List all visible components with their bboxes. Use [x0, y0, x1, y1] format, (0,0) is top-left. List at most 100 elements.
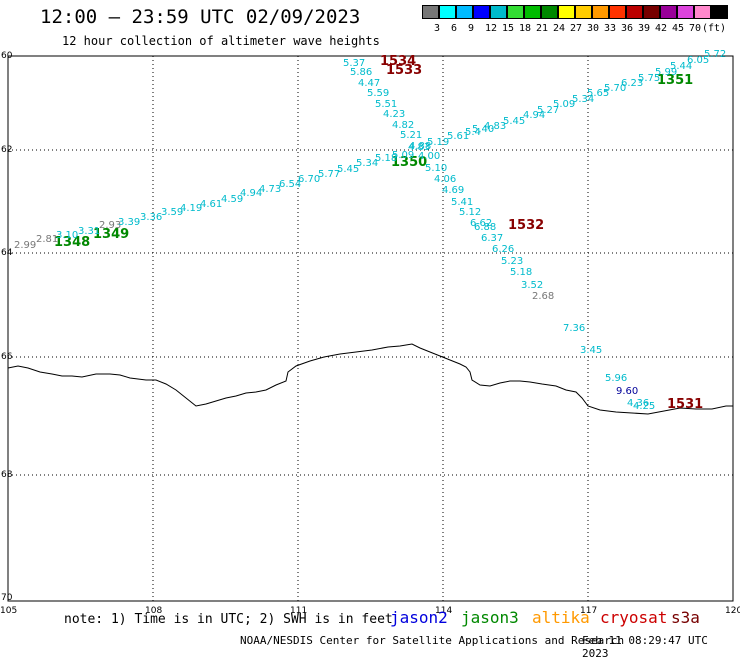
longitude-tick-label: 108	[145, 606, 163, 616]
swh-value: 3.45	[580, 345, 602, 356]
legend-swatch	[592, 5, 609, 19]
longitude-tick-label: 114	[435, 606, 453, 616]
swh-value: 4.19	[180, 203, 202, 214]
swh-value: 5.96	[605, 373, 627, 384]
swh-value: 4.06	[434, 174, 456, 185]
swh-value: 4.83	[484, 121, 506, 132]
longitude-tick-label: 105	[0, 606, 18, 616]
swh-value: 6.26	[492, 244, 514, 255]
swh-value: 5.77	[318, 169, 340, 180]
swh-value: 9.60	[616, 386, 638, 397]
legend-swatch	[609, 5, 626, 19]
track-id-label: 1350	[391, 155, 427, 170]
swh-value: 5.86	[350, 67, 372, 78]
swh-value: 5.21	[400, 130, 422, 141]
map-subtitle: 12 hour collection of altimeter wave hei…	[62, 34, 380, 48]
coastline	[7, 343, 733, 415]
swh-value: 5.44	[670, 61, 692, 72]
latitude-tick-label: 68	[1, 470, 13, 480]
legend-label: 33	[604, 23, 617, 34]
legend-label: 12	[485, 23, 498, 34]
map-frame	[7, 55, 734, 602]
swh-value: 5.40	[472, 124, 494, 135]
swh-value: 5.4	[465, 127, 481, 138]
swh-value: 5.65	[587, 88, 609, 99]
swh-value: 5.72	[704, 49, 726, 60]
swh-value: 5.41	[451, 197, 473, 208]
legend-label: 9	[468, 23, 475, 34]
swh-value: 5.18	[375, 153, 397, 164]
swh-value: 5.99	[655, 67, 677, 78]
swh-value: 4.88	[409, 141, 431, 152]
legend-swatch	[643, 5, 660, 19]
swh-value: 5.45	[337, 164, 359, 175]
latitude-tick-label: 70	[1, 593, 13, 603]
legend-swatch	[524, 5, 541, 19]
track-id-label: 1534	[380, 54, 416, 69]
swh-value: 5.59	[367, 88, 389, 99]
legend-swatch	[575, 5, 592, 19]
swh-value: 6.23	[621, 78, 643, 89]
latitude-tick-label: 62	[1, 145, 13, 155]
swh-value: 4.61	[200, 199, 222, 210]
satellite-name: jason2	[390, 608, 448, 627]
legend-label: 39	[638, 23, 651, 34]
swh-value: 4.69	[442, 185, 464, 196]
track-id-label: 1351	[657, 73, 693, 88]
swh-value: 5.61	[447, 131, 469, 142]
longitude-tick-label: 111	[290, 606, 308, 616]
swh-value: 3.59	[161, 207, 183, 218]
track-id-label: 1532	[508, 218, 544, 233]
swh-value: 5.18	[510, 267, 532, 278]
satellite-name: cryosat	[600, 608, 668, 627]
latitude-tick-label: 66	[1, 352, 13, 362]
legend-label: 18	[519, 23, 532, 34]
swh-value: 5.09	[392, 150, 414, 161]
swh-value: 4.23	[383, 109, 405, 120]
swh-value: 2.93	[99, 220, 121, 231]
swh-value: 2.99	[14, 240, 36, 251]
swh-value: 3.36	[140, 212, 162, 223]
swh-value: 4.25	[633, 401, 655, 412]
swh-value: 6.05	[687, 55, 709, 66]
satellite-name: jason3	[461, 608, 519, 627]
legend-swatch	[456, 5, 473, 19]
track-id-label: 1349	[93, 227, 129, 242]
timestamp: Feb 11 08:29:47 UTC 2023	[582, 634, 708, 660]
swh-value: 5.23	[501, 256, 523, 267]
swh-value: 5.34	[572, 94, 594, 105]
swh-value: 4.94	[523, 110, 545, 121]
lat-lon-grid	[8, 56, 733, 601]
legend-label: 27	[570, 23, 583, 34]
latitude-tick-label: 64	[1, 248, 13, 258]
satellite-name: s3a	[671, 608, 700, 627]
swh-value: 6.37	[481, 233, 503, 244]
swh-value: 5.12	[459, 207, 481, 218]
satellite-name: altika	[532, 608, 590, 627]
legend-swatch	[473, 5, 490, 19]
legend-label: 42	[655, 23, 668, 34]
legend-label: 45	[672, 23, 685, 34]
swh-value: 5.19	[427, 137, 449, 148]
swh-value: 5.75	[638, 73, 660, 84]
swh-value: 4.82	[392, 120, 414, 131]
swh-value: 4.73	[259, 184, 281, 195]
swh-value: 5.10	[425, 163, 447, 174]
legend-label: 21	[536, 23, 549, 34]
legend-swatch	[677, 5, 694, 19]
swh-value: 5.09	[553, 99, 575, 110]
credit-line: NOAA/NESDIS Center for Satellite Applica…	[240, 634, 625, 647]
swh-values: 2.992.813.10 3.312.933.39 3.363.594.194.61…	[14, 49, 726, 412]
swh-value: 5.37	[343, 58, 365, 69]
legend-swatch	[507, 5, 524, 19]
swh-value: 4.94	[240, 188, 262, 199]
swh-value: 6.62	[470, 218, 492, 229]
swh-value: 3.31	[78, 226, 100, 237]
swh-value: 3.10	[56, 230, 78, 241]
swh-value: 5.70	[604, 83, 626, 94]
legend-label: 3	[434, 23, 441, 34]
legend-swatch	[439, 5, 456, 19]
swh-value: 5.45	[503, 116, 525, 127]
